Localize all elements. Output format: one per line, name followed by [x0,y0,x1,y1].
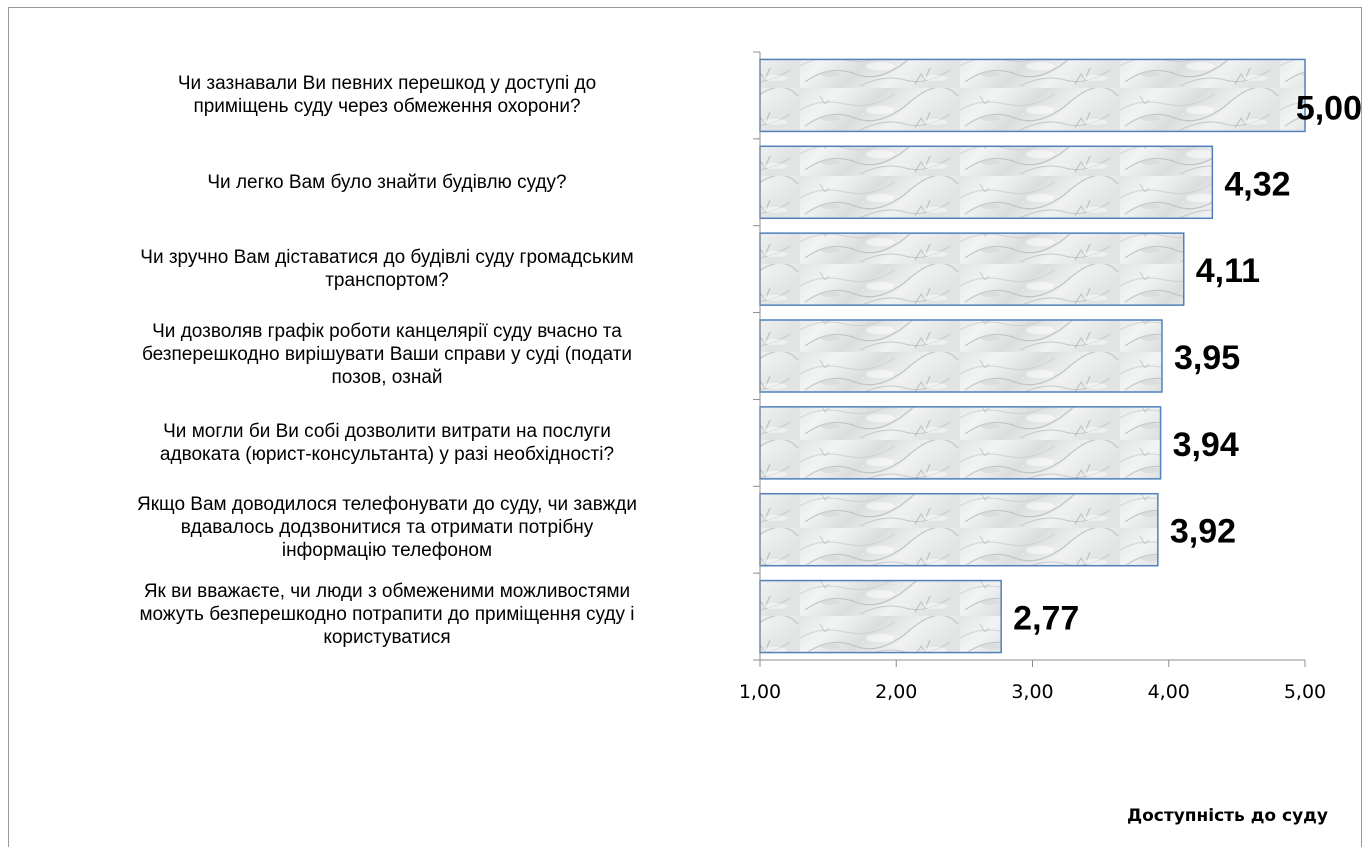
category-label: Чи дозволяв графік роботи канцелярії суд… [37,320,737,389]
category-label-line: транспортом? [325,270,449,292]
category-label: Як ви вважаєте, чи люди з обмеженими мож… [37,580,737,649]
x-tick-label: 1,00 [739,681,781,703]
category-label-line: позов, ознай [331,366,443,388]
bar [759,406,1162,480]
x-tick-label: 5,00 [1284,681,1326,703]
category-label-line: інформацію телефоном [281,540,493,562]
category-label: Чи могли би Ви собі дозволити витрати на… [37,420,737,466]
data-label: 3,95 [1174,339,1240,377]
category-label-line: можуть безперешкодно потрапити до приміщ… [139,604,635,626]
bar [759,232,1185,306]
data-label: 2,77 [1013,600,1079,638]
bar [759,579,1002,654]
category-label-line: Чи зручно Вам діставатися до будівлі суд… [140,247,634,269]
bar [759,319,1163,393]
category-label: Чи зручно Вам діставатися до будівлі суд… [37,246,737,292]
chart-frame [8,7,1362,847]
category-label-line: Чи могли би Ви собі дозволити витрати на… [163,420,611,442]
data-label: 3,92 [1170,513,1236,551]
category-label: Якщо Вам доводилося телефонувати до суду… [37,493,737,562]
x-tick-label: 4,00 [1148,681,1190,703]
category-label: Чи легко Вам було знайти будівлю суду? [37,171,737,194]
x-tick-label: 3,00 [1011,681,1053,703]
category-label-line: Чи дозволяв графік роботи канцелярії суд… [152,320,622,342]
bar [759,58,1306,133]
category-label-line: вдавалось додзвонитися та отримати потрі… [180,517,594,539]
data-label: 3,94 [1173,426,1239,464]
category-label: Чи зазнавали Ви певних перешкод у доступ… [37,72,737,118]
data-label: 5,00 [1296,89,1362,127]
category-label-line: приміщень суду через обмеження охорони? [193,96,581,118]
bar [759,145,1214,220]
category-label-line: Чи зазнавали Ви певних перешкод у доступ… [177,73,597,95]
data-label: 4,11 [1196,252,1260,290]
bar [759,492,1159,567]
category-label-line: Як ви вважаєте, чи люди з обмеженими мож… [143,581,631,603]
x-tick-label: 2,00 [875,681,917,703]
category-label-line: безперешкодно вирішувати Ваши справи у с… [141,343,633,365]
category-label-line: Чи легко Вам було знайти будівлю суду? [207,171,567,193]
category-label-line: користуватися [323,627,451,649]
data-label: 4,32 [1224,165,1290,203]
category-label-line: адвоката (юрист-консультанта) у разі нео… [159,443,615,465]
category-label-line: Якщо Вам доводилося телефонувати до суду… [137,494,637,516]
chart-title: Доступність до суду [1126,806,1328,826]
